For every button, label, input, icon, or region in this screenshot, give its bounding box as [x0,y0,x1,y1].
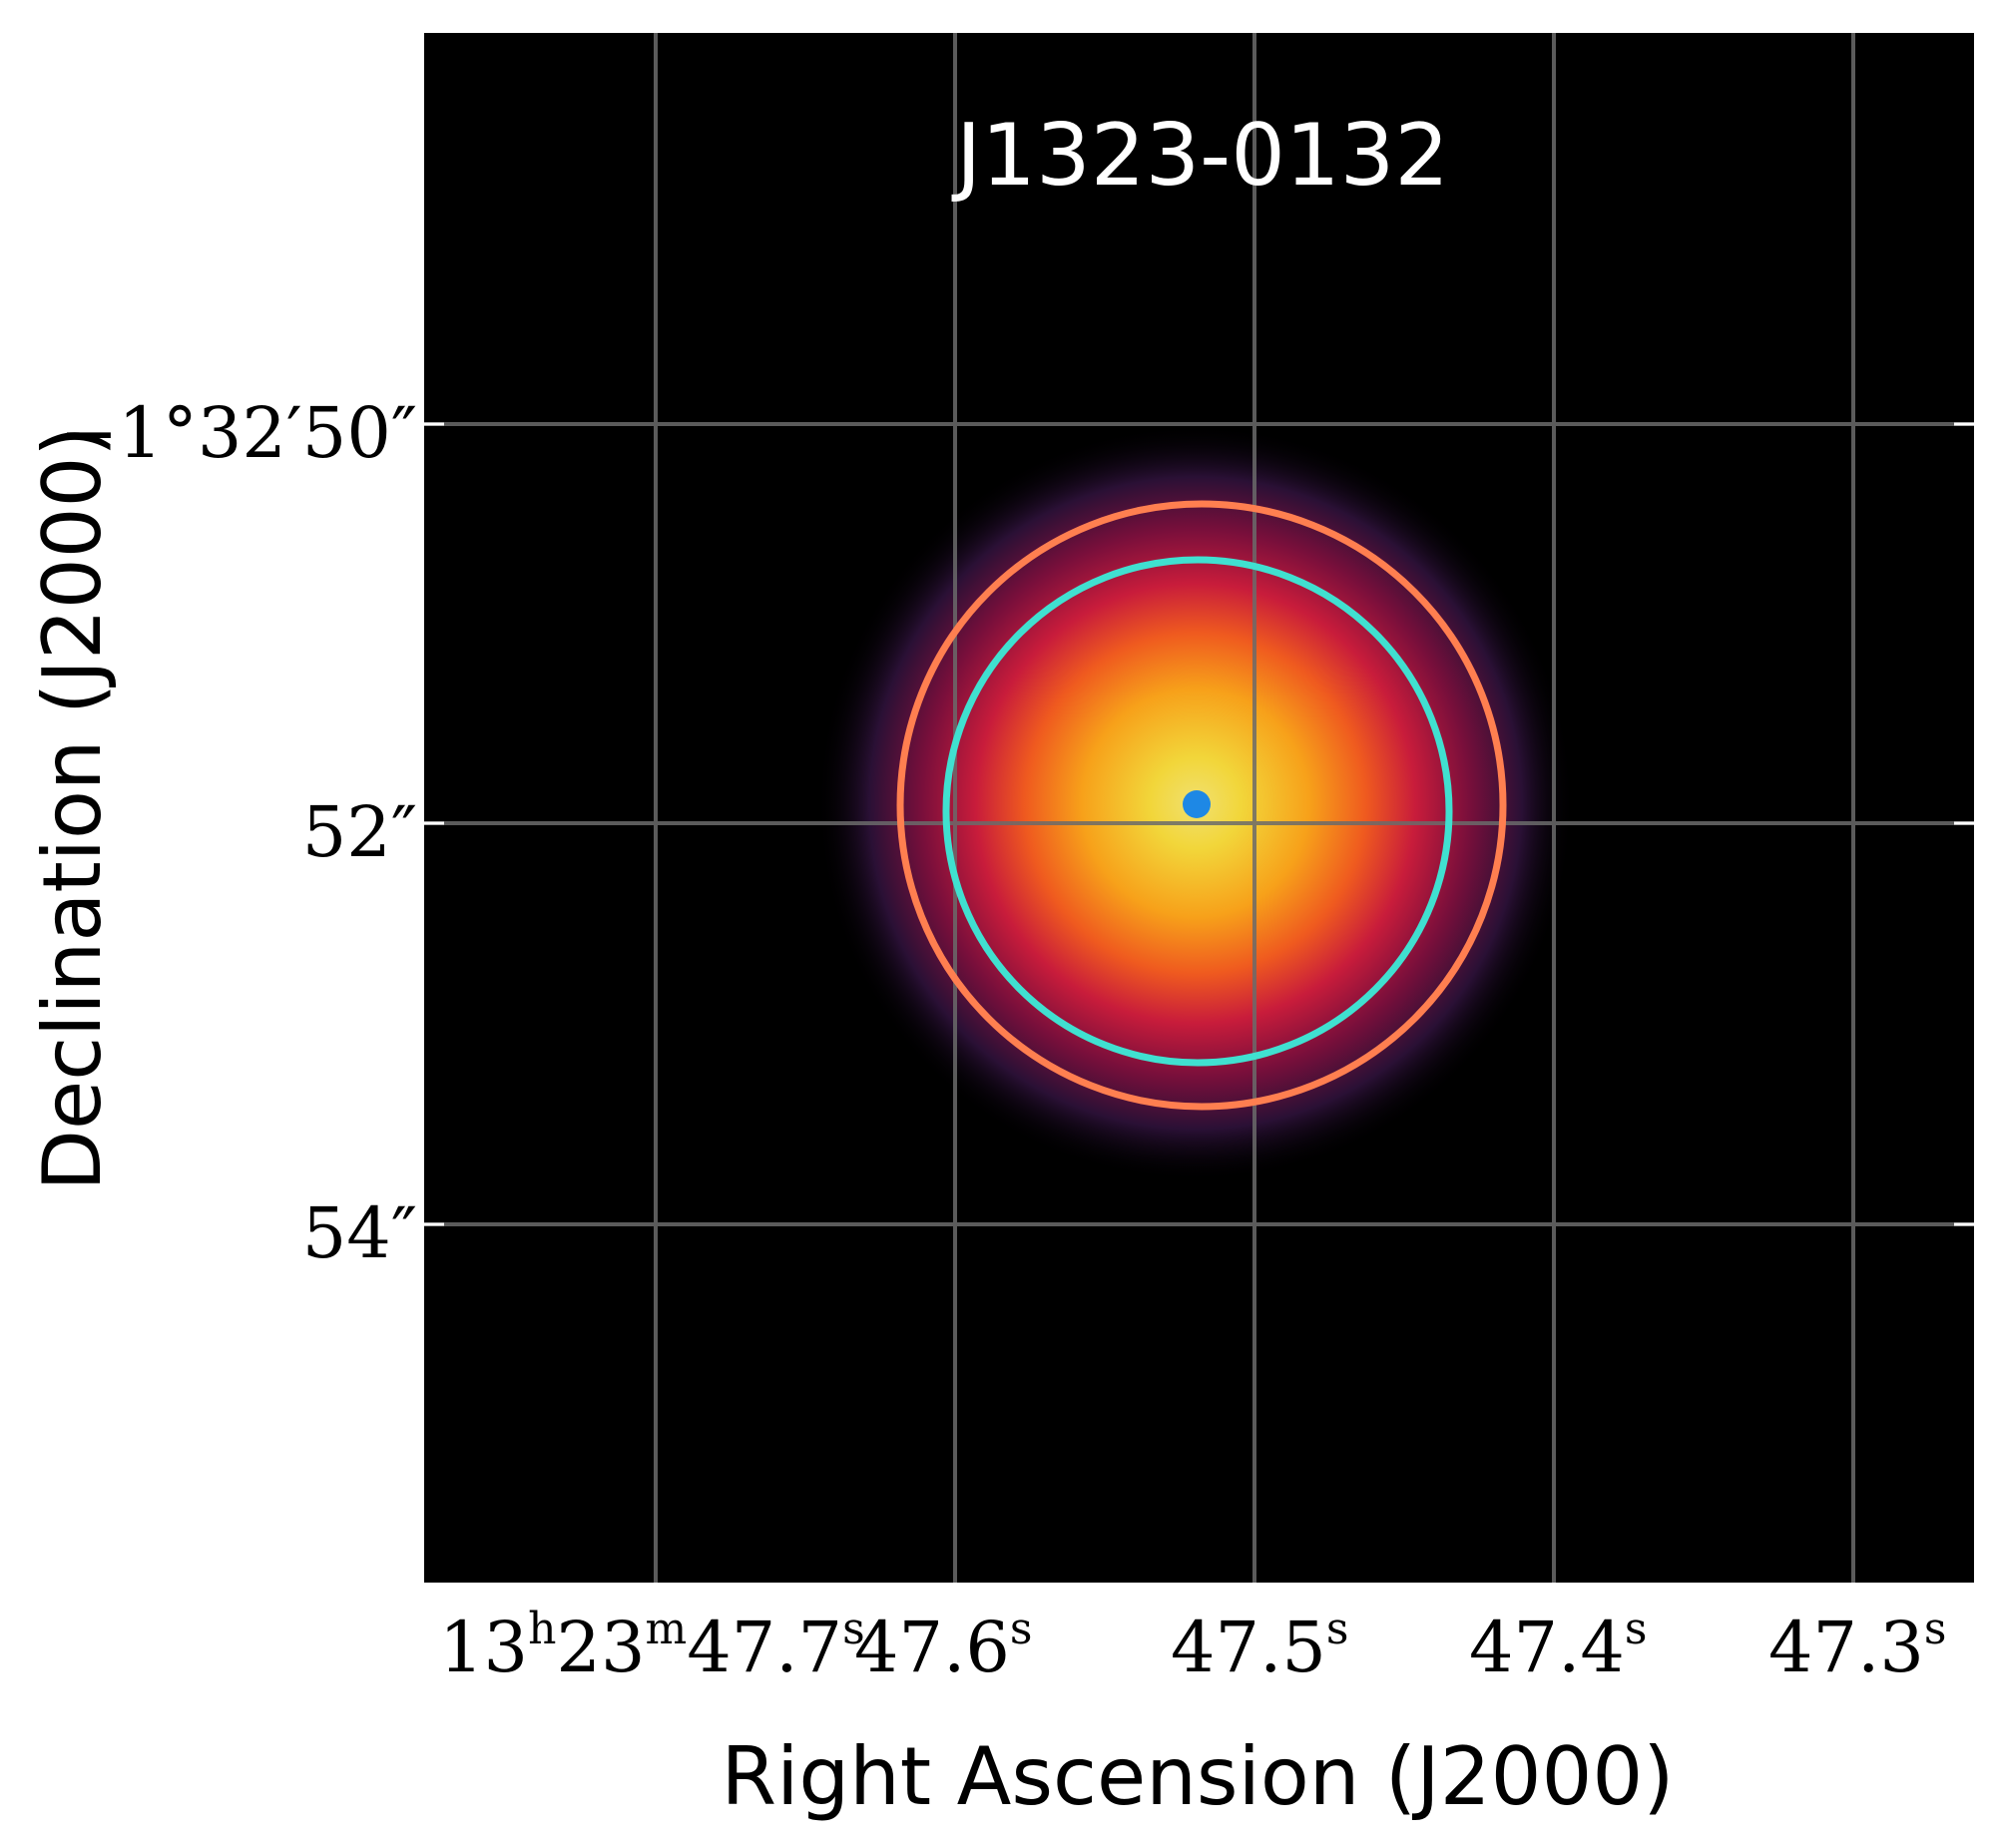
y-tick-label-2: 52″ [302,791,417,873]
coordinate-grid [424,33,1974,1583]
inner-aperture-circle [942,556,1453,1067]
outer-aperture-circle [896,500,1507,1111]
x-tick-label-3: 47.5s [1171,1604,1348,1688]
y-axis-label: Declination (J2000) [26,425,119,1190]
x-tick-label-4: 47.4s [1469,1604,1647,1688]
tick-marks [424,422,1974,1226]
center-marker [1183,790,1211,818]
x-tick-label-5: 47.3s [1768,1604,1946,1688]
x-axis-label: Right Ascension (J2000) [722,1730,1675,1823]
y-tick-label-3: 54″ [302,1192,417,1274]
x-tick-label-1: 13h23m47.7s [439,1604,865,1688]
y-tick-label-1: −1°32′50″ [60,392,417,474]
image-title: J1323-0132 [951,106,1449,206]
x-tick-label-2: 47.6s [854,1604,1032,1688]
